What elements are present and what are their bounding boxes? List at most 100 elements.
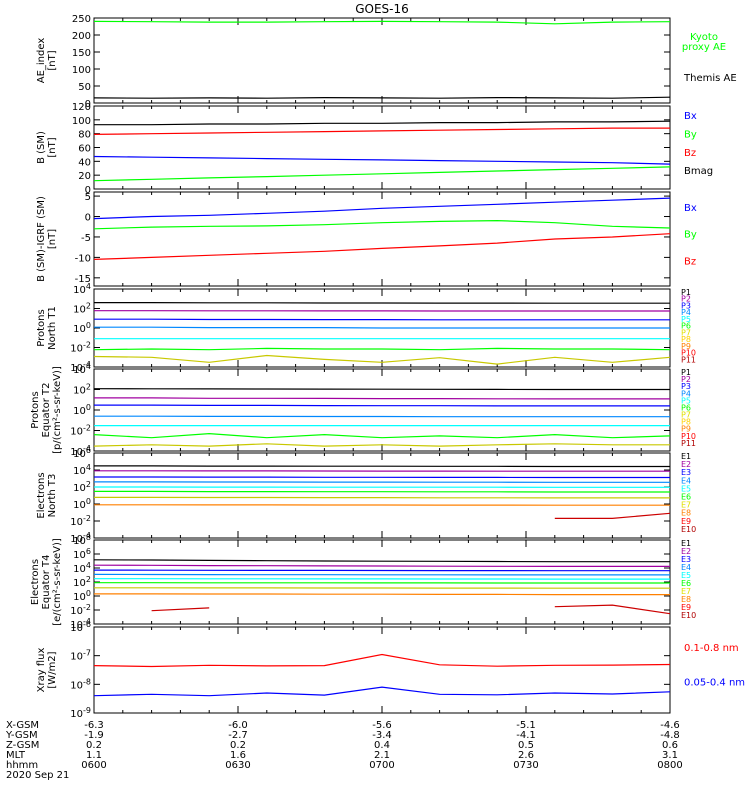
- legend-entry: P9: [681, 425, 691, 434]
- footer-value: 0700: [369, 760, 394, 771]
- series-line: [94, 120, 671, 126]
- y-tick-label: 10-8: [70, 677, 91, 691]
- y-tick-label: 60: [78, 144, 91, 155]
- footer-row-label: Z-GSM: [6, 740, 39, 751]
- legend-entry: E9: [681, 603, 691, 612]
- legend-entry: E8: [681, 509, 691, 518]
- footer-value: 0.5: [518, 740, 534, 751]
- y-axis-label: North T1: [47, 306, 58, 350]
- legend-entry: Bmag: [684, 166, 713, 177]
- y-tick-label: 80: [78, 130, 91, 141]
- legend-entry: Bx: [684, 203, 697, 214]
- legend-entry: P9: [681, 342, 691, 351]
- legend-entry: P7: [681, 411, 691, 420]
- y-axis-label: [W/m2]: [47, 651, 58, 688]
- y-axis-label: North T3: [47, 474, 58, 518]
- legend-entry: 0.1-0.8 nm: [684, 643, 739, 654]
- series-line: [94, 397, 670, 400]
- legend-entry: P1: [681, 288, 691, 297]
- y-tick-label: 5: [85, 192, 91, 203]
- legend-entry: E7: [681, 587, 691, 596]
- legend-entry: E5: [681, 484, 691, 493]
- panel-frame: [93, 17, 671, 104]
- y-tick-label: 106: [73, 547, 91, 561]
- footer-value: -6.0: [228, 720, 248, 731]
- footer-row-label: Y-GSM: [5, 730, 38, 741]
- footer-value: 0630: [225, 760, 250, 771]
- panel-frame: [93, 626, 671, 714]
- footer-value: -4.1: [516, 730, 536, 741]
- series-line: [93, 219, 671, 230]
- legend-entry: E4: [681, 563, 691, 572]
- y-tick-label: 200: [72, 31, 91, 42]
- series-line: [93, 388, 670, 391]
- legend-entry: P10: [681, 432, 696, 441]
- series-line: [93, 197, 671, 220]
- legend-entry: E3: [681, 555, 691, 564]
- footer-value: -4.6: [660, 720, 680, 731]
- series-line: [94, 593, 670, 596]
- legend-entry: By: [684, 230, 697, 241]
- y-tick-label: 250: [72, 14, 91, 25]
- legend-entry: proxy AE: [682, 42, 726, 53]
- series-line: [93, 233, 671, 260]
- legend-entry: P4: [681, 389, 691, 398]
- series-line: [93, 573, 670, 576]
- y-tick-label: 0: [85, 185, 91, 196]
- panel-frame: [93, 191, 671, 287]
- footer-value: -6.3: [84, 720, 104, 731]
- footer-value: 0.2: [86, 740, 102, 751]
- footer-value: 2.1: [374, 750, 390, 761]
- series-line: [93, 443, 670, 447]
- y-axis-label: Protons: [36, 309, 47, 346]
- y-tick-label: 150: [72, 48, 91, 59]
- series-line: [94, 465, 670, 468]
- footer-row-label: MLT: [6, 750, 26, 761]
- series-line: [94, 302, 670, 304]
- chart-title: GOES-16: [355, 2, 409, 16]
- series-line: [93, 559, 670, 563]
- y-tick-label: 40: [78, 157, 91, 168]
- legend-entry: P8: [681, 418, 691, 427]
- series-line: [93, 354, 671, 365]
- legend-entry: Kyoto: [690, 32, 718, 43]
- legend-entry: P7: [681, 328, 691, 337]
- y-tick-label: 10-2: [70, 514, 91, 528]
- series-line: [94, 476, 670, 479]
- legend-entry: Bz: [684, 148, 696, 159]
- panel-frame: [93, 105, 671, 190]
- y-tick-label: 104: [73, 463, 91, 477]
- legend-entry: E9: [681, 517, 691, 526]
- legend-entry: P6: [681, 403, 691, 412]
- series-line: [93, 569, 670, 572]
- y-tick-label: 10-4: [70, 617, 91, 631]
- legend-entry: P11: [681, 439, 696, 448]
- y-tick-label: 102: [73, 575, 91, 589]
- y-tick-label: 104: [73, 282, 91, 296]
- y-tick-label: -5: [81, 233, 91, 244]
- y-tick-label: 120: [72, 102, 91, 113]
- legend-entry: E10: [681, 611, 696, 620]
- y-tick-label: 10-2: [70, 341, 91, 355]
- y-tick-label: 104: [73, 561, 91, 575]
- y-tick-label: 10-2: [70, 424, 91, 438]
- y-axis-label: Protons: [30, 391, 41, 428]
- panel-8: 10-6 10-7 10-8 10-9 Xray flux [W/m2] 0.1-0.8 n…: [36, 620, 745, 720]
- y-tick-label: 50: [78, 82, 91, 93]
- y-axis-label: B (SM): [36, 131, 47, 164]
- footer-row-label: X-GSM: [6, 720, 39, 731]
- y-tick-label: 100: [72, 116, 91, 127]
- y-tick-label: 0: [85, 213, 91, 224]
- legend-entry: E3: [681, 468, 691, 477]
- y-axis-label: [p/(cm²-s-sr-keV)]: [52, 366, 63, 454]
- y-tick-label: 10-4: [70, 360, 91, 374]
- footer-value: 0.4: [374, 740, 390, 751]
- legend-entry: P2: [681, 375, 691, 384]
- legend-entry: P5: [681, 396, 691, 405]
- legend-entry: By: [684, 129, 697, 140]
- legend-entry: Themis AE: [683, 73, 737, 84]
- series-line: [94, 415, 670, 418]
- footer-value: -1.9: [84, 730, 104, 741]
- y-axis-label: Equator T2: [41, 383, 52, 438]
